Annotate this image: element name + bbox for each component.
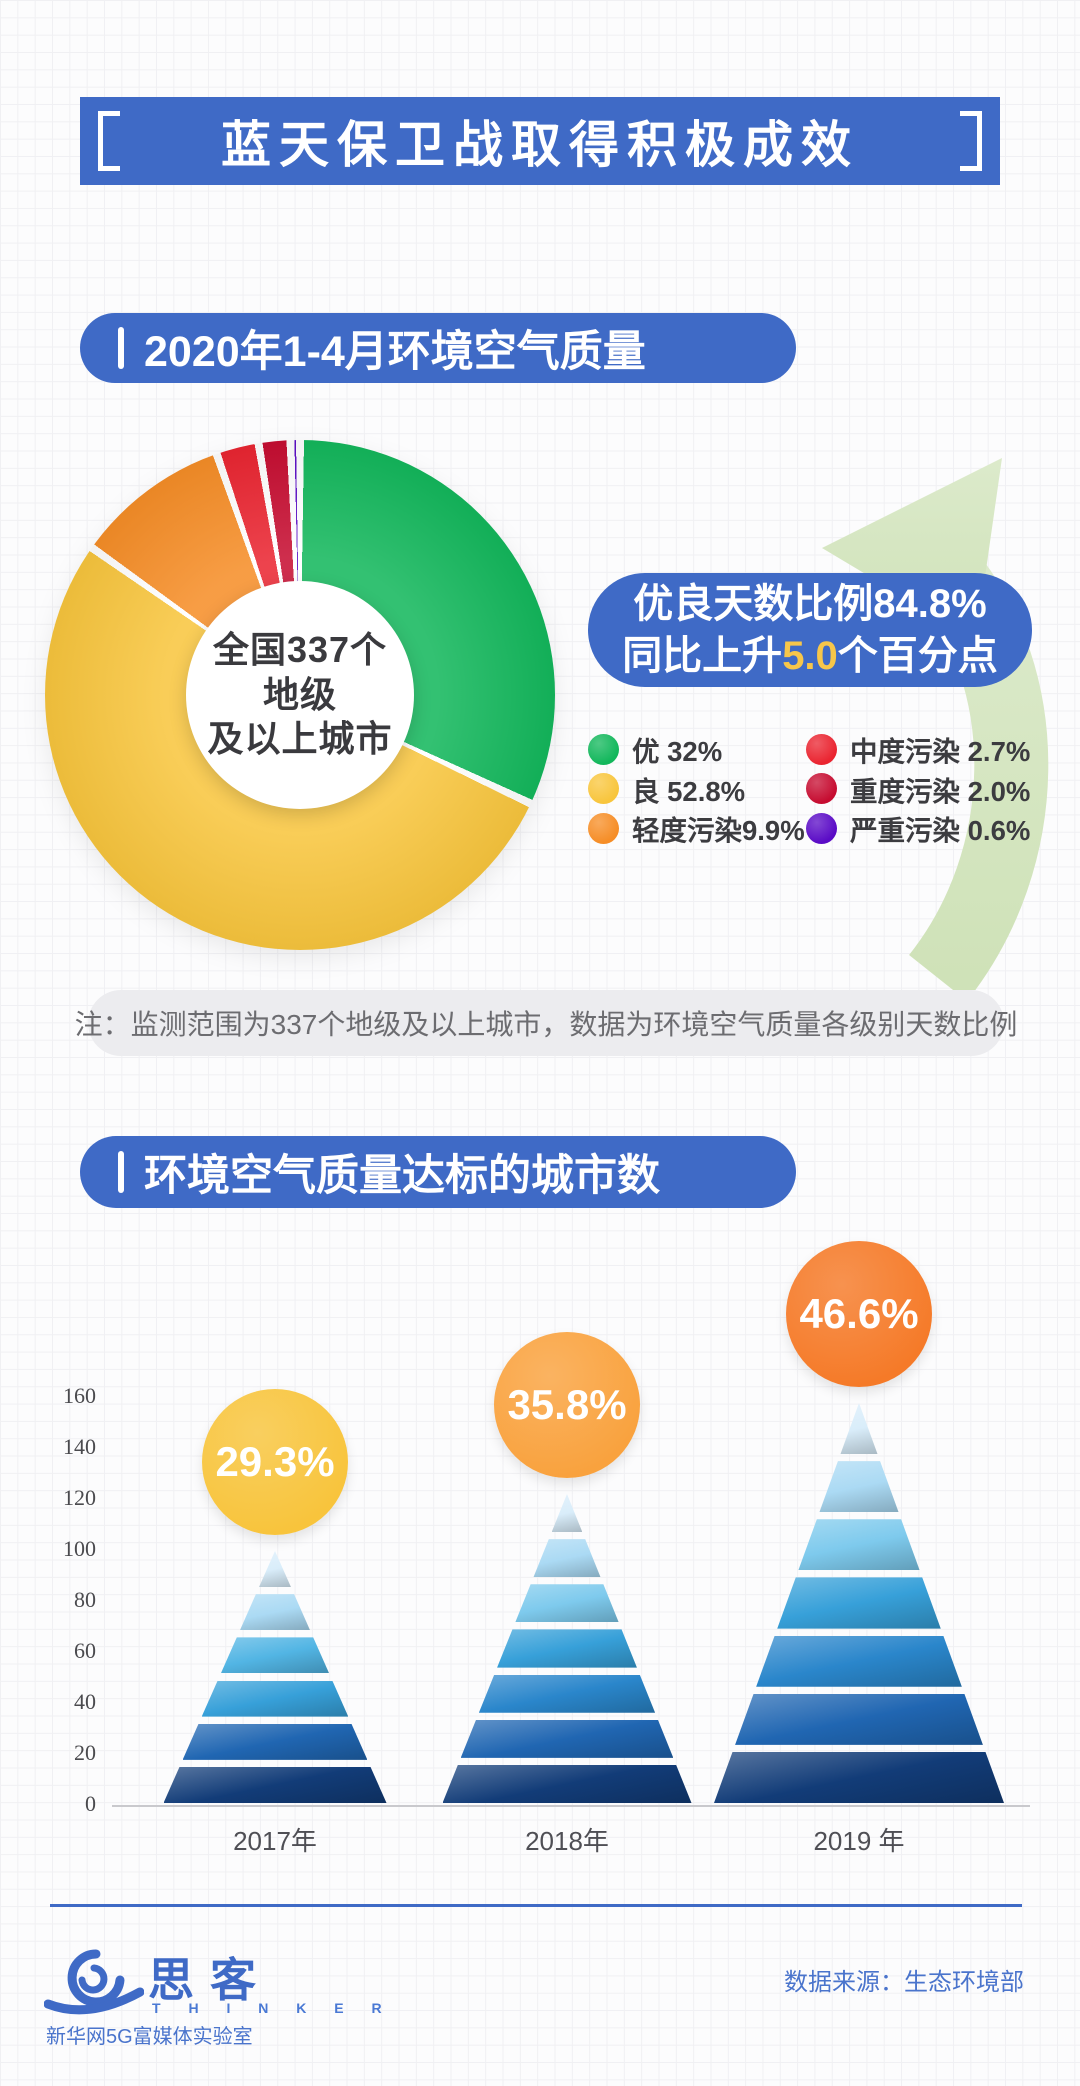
donut-center-label: 全国337个 地级 及以上城市 (186, 581, 414, 809)
y-tick-label: 120 (63, 1485, 96, 1510)
legend-label: 中度污染 2.7% (850, 736, 1031, 767)
pyramid-bar (163, 1551, 387, 1803)
legend-label: 重度污染 2.0% (850, 775, 1031, 807)
donut-center-line2: 地级 (262, 673, 337, 715)
callout-badge: 优良天数比例84.8% 同比上升5.0个百分点 (588, 573, 1032, 687)
pyramid-slice (220, 1637, 330, 1674)
section2-title: 环境空气质量达标的城市数 (144, 1152, 660, 1200)
pyramid-slice (478, 1674, 656, 1713)
lab-name: 新华网5G富媒体实验室 (46, 2026, 253, 2048)
pyramid-slice (777, 1577, 941, 1629)
x-axis-line (112, 1805, 1030, 1807)
y-tick-label: 140 (63, 1434, 96, 1459)
value-bubble: 29.3% (202, 1389, 348, 1535)
pyramid-slice (756, 1635, 962, 1687)
pyramid-bar (442, 1494, 692, 1803)
pyramid-slice (182, 1723, 368, 1760)
legend-dot-icon (588, 812, 619, 844)
legend-dot-icon (588, 733, 619, 765)
legend-label: 轻度污染9.9% (632, 815, 805, 846)
pyramid-slice (533, 1539, 601, 1578)
pyramid-slice (460, 1719, 673, 1758)
legend-label: 优 32% (632, 736, 723, 767)
pyramid-slice (714, 1751, 1004, 1803)
pyramid-slice (819, 1461, 899, 1513)
pyramid-slice (163, 1766, 387, 1803)
pyramid-slice (840, 1403, 878, 1455)
x-category-label: 2017年 (233, 1826, 317, 1856)
legend-label: 良 52.8% (632, 775, 746, 807)
pyramid-slice (515, 1584, 619, 1623)
pyramid-slice (201, 1680, 348, 1717)
donut-center-line3: 及以上城市 (207, 718, 393, 760)
page-title: 蓝天保卫战取得积极成效 (221, 117, 859, 173)
footer-divider (50, 1904, 1022, 1907)
legend-dot-icon (806, 773, 837, 804)
data-source: 数据来源：生态环境部 (784, 1969, 1024, 1996)
pyramid-slice (258, 1551, 291, 1588)
legend-dot-icon (806, 733, 837, 765)
donut-chart: 全国337个 地级 及以上城市 (45, 440, 555, 950)
callout-line2: 同比上升5.0个百分点 (622, 634, 998, 678)
y-tick-label: 60 (74, 1638, 96, 1663)
value-bubble: 35.8% (494, 1332, 640, 1478)
note-banner: 注：监测范围为337个地级及以上城市，数据为环境空气质量各级别天数比例 (75, 990, 1017, 1056)
vertical-bar-icon (118, 327, 124, 369)
pyramid-bar (714, 1403, 1004, 1803)
right-bracket-icon (960, 111, 982, 171)
vertical-bar-icon (118, 1151, 124, 1193)
value-bubble: 46.6% (786, 1241, 932, 1387)
brand-name: 思客 (148, 1954, 272, 2006)
legend-item: 严重污染 0.6% (806, 808, 1030, 848)
y-tick-label: 40 (74, 1689, 96, 1714)
callout-highlight: 5.0 (782, 634, 838, 678)
legend-dot-icon (806, 812, 837, 844)
y-tick-label: 0 (85, 1791, 96, 1816)
title-banner: 蓝天保卫战取得积极成效 (80, 97, 1000, 185)
donut-center-line1: 全国337个 (212, 629, 388, 671)
y-tick-label: 100 (63, 1536, 96, 1561)
callout-line1: 优良天数比例84.8% (633, 582, 987, 626)
section1-header: 2020年1-4月环境空气质量 (80, 313, 796, 383)
pyramid-slice (239, 1594, 311, 1631)
legend-label: 严重污染 0.6% (850, 815, 1031, 846)
legend-item: 轻度污染9.9% (588, 808, 805, 848)
legend-dot-icon (588, 773, 619, 804)
pyramid-slice (798, 1519, 920, 1571)
y-tick-label: 20 (74, 1740, 96, 1765)
pyramid-slice (735, 1693, 983, 1745)
left-bracket-icon (98, 111, 120, 171)
pyramid-slice (497, 1629, 637, 1668)
growth-arrow-icon (822, 458, 1049, 990)
note-text: 注：监测范围为337个地级及以上城市，数据为环境空气质量各级别天数比例 (74, 1009, 1018, 1040)
thinker-logo-icon (44, 1949, 144, 2015)
x-category-label: 2018年 (525, 1826, 609, 1856)
pyramid-slice (551, 1494, 583, 1533)
x-category-label: 2019 年 (813, 1826, 905, 1856)
section1-title: 2020年1-4月环境空气质量 (144, 328, 646, 376)
legend-item: 重度污染 2.0% (806, 769, 1030, 809)
brand-name-en: T H I N K E R (152, 2000, 394, 2016)
legend-item: 良 52.8% (588, 769, 745, 809)
legend-item: 中度污染 2.7% (806, 729, 1030, 769)
y-tick-label: 160 (63, 1383, 96, 1408)
y-tick-label: 80 (74, 1587, 96, 1612)
legend-item: 优 32% (588, 729, 722, 769)
pyramid-slice (442, 1764, 692, 1803)
section2-header: 环境空气质量达标的城市数 (80, 1136, 796, 1208)
